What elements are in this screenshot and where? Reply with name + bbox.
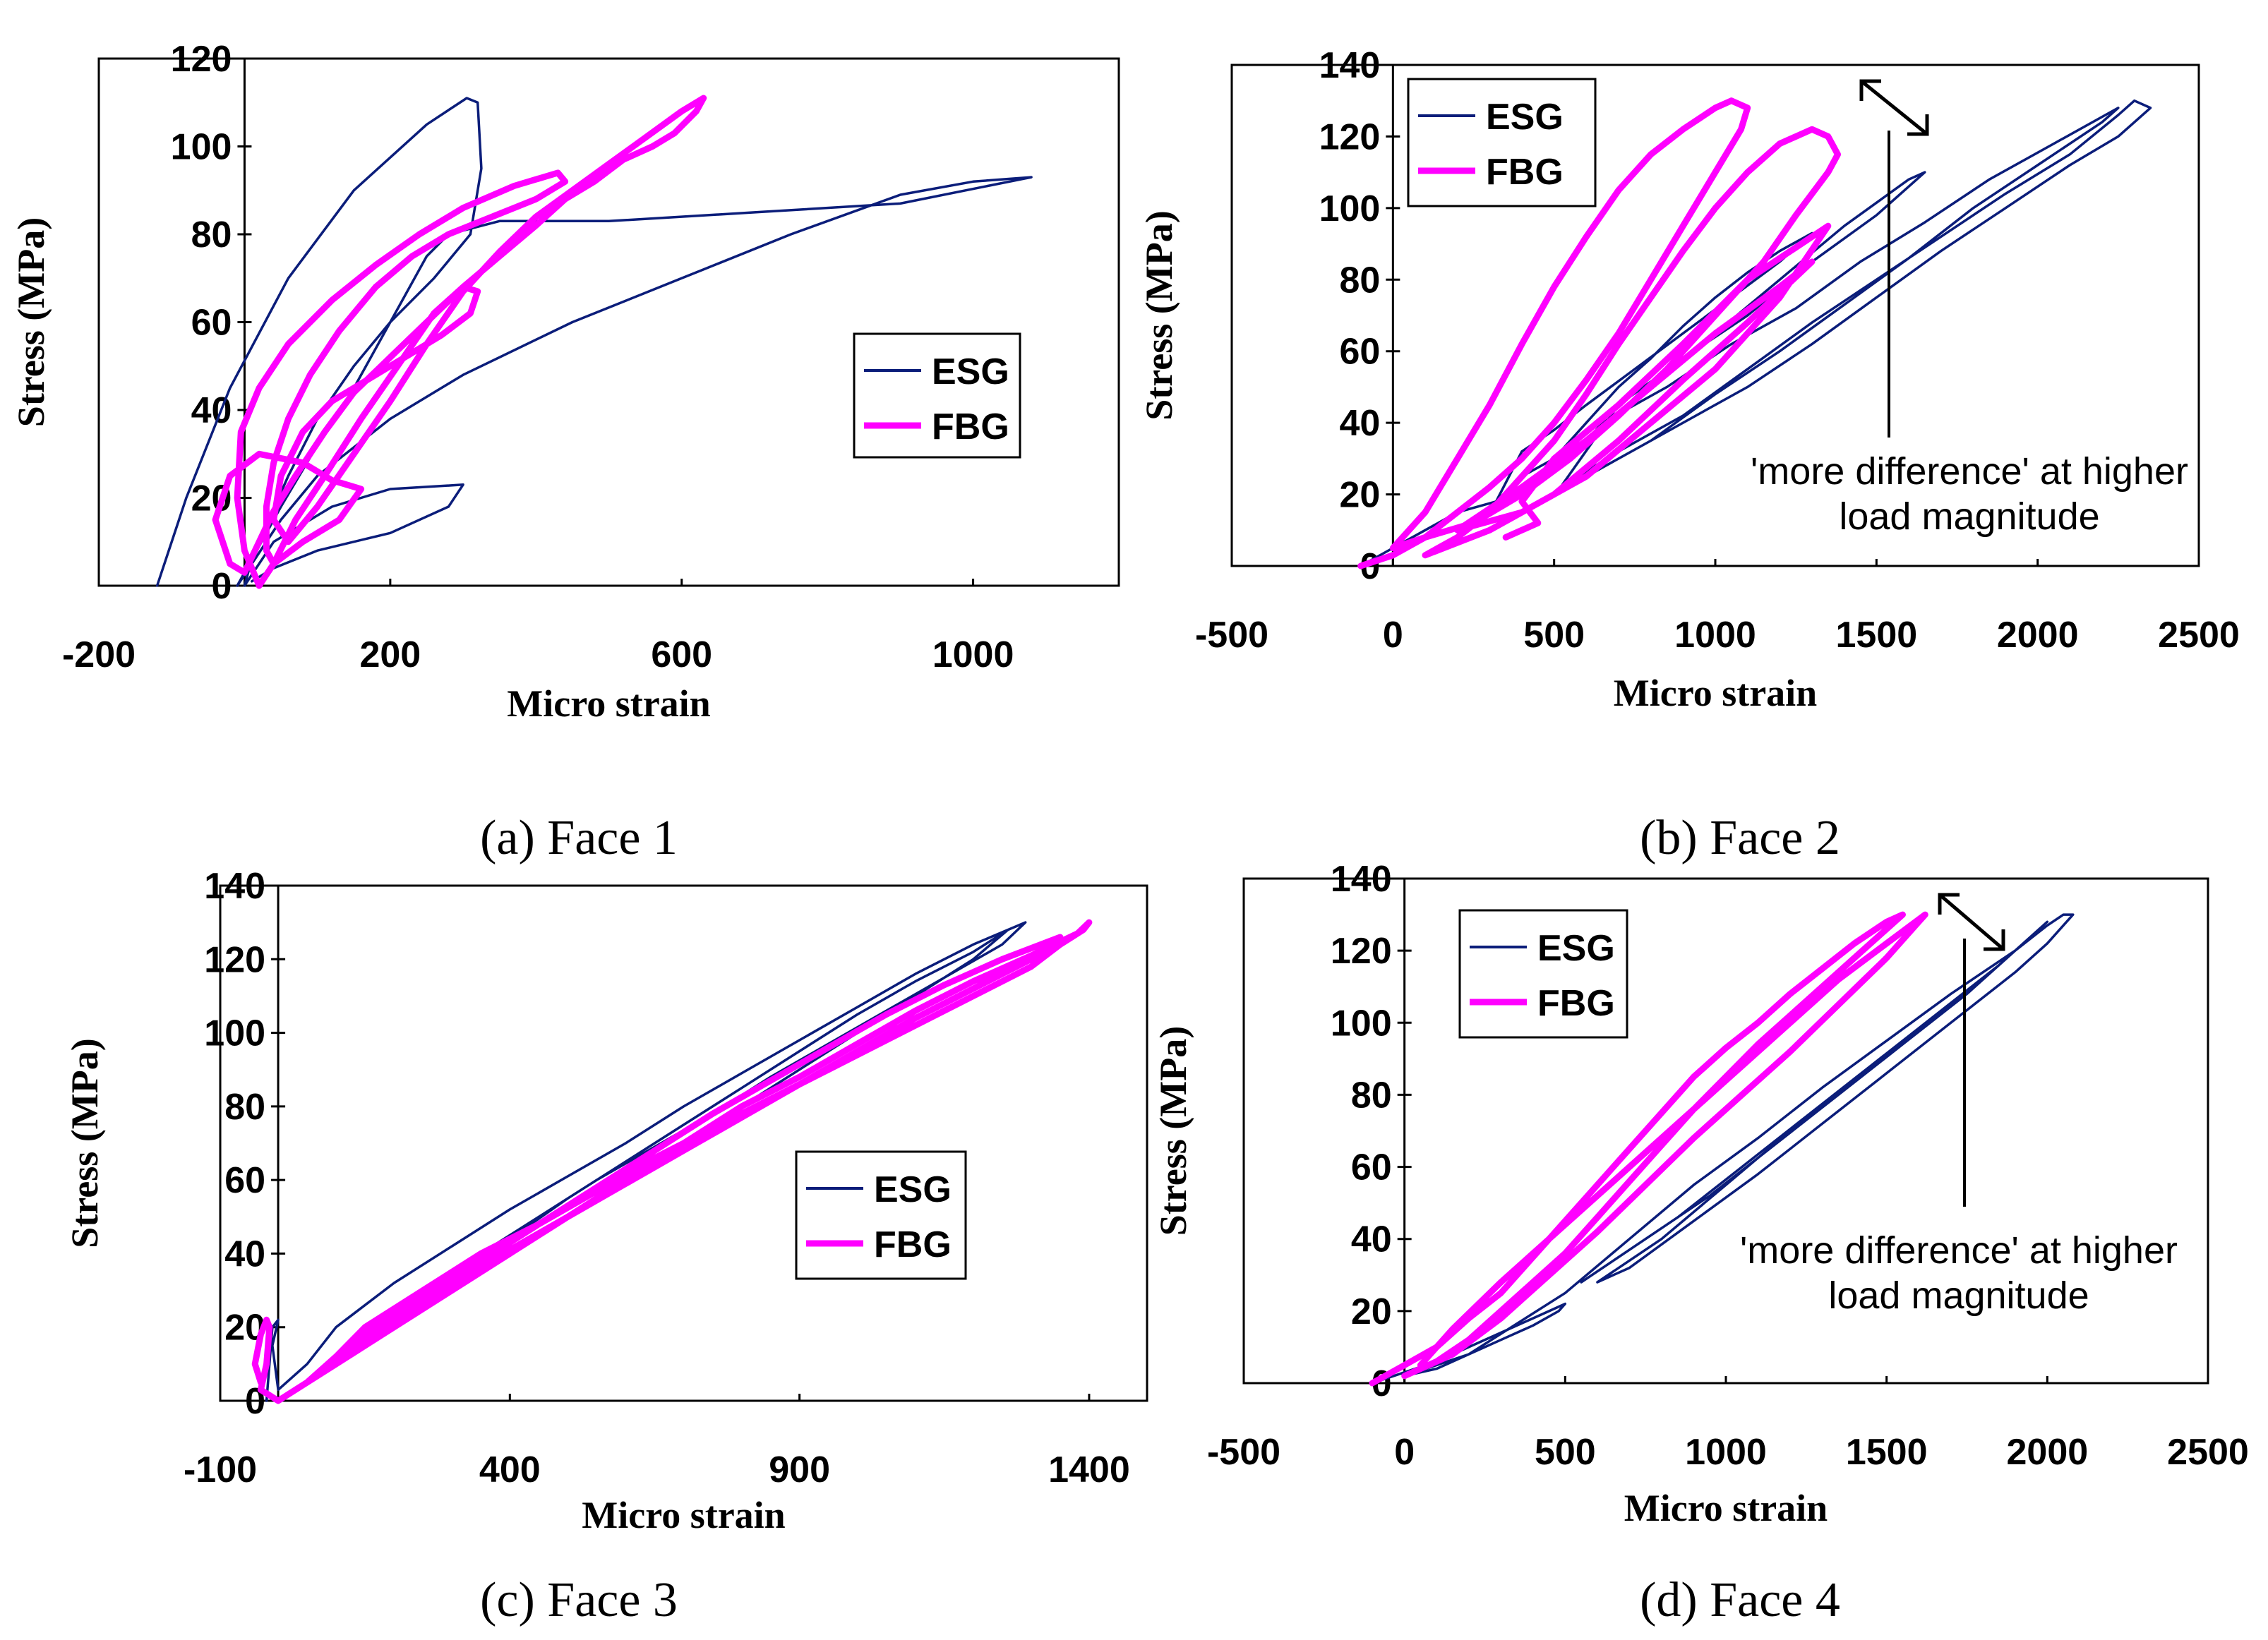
x-tick-label: 2000	[2006, 1432, 2088, 1473]
y-tick-label: 100	[1319, 188, 1381, 229]
x-tick-label: -200	[62, 634, 136, 675]
x-tick-label: 500	[1523, 615, 1585, 656]
y-tick-label: 140	[1331, 859, 1392, 900]
double-arrow-icon	[1938, 893, 2005, 951]
y-tick-label: 80	[1339, 260, 1380, 301]
x-tick-label: 500	[1535, 1432, 1596, 1473]
x-tick-label: 900	[769, 1449, 830, 1490]
y-tick-label: 60	[191, 303, 232, 344]
legend: ESG FBG	[1407, 78, 1597, 207]
x-axis-label: Micro strain	[1614, 672, 1817, 714]
double-arrow-icon	[1860, 80, 1928, 135]
y-tick-label: 80	[224, 1087, 265, 1128]
y-axis-label: Stress (MPa)	[1152, 1026, 1194, 1236]
annotation-text: load magnitude	[1839, 495, 2099, 538]
legend-label-esg: ESG	[874, 1169, 952, 1210]
chart-panel-d: -500 0 500 1000 1500 2000 25000204060801001201…	[1152, 859, 2249, 1627]
legend: ESG FBG	[795, 1150, 967, 1280]
x-tick-label: 200	[359, 634, 421, 675]
y-axis-label: Stress (MPa)	[1138, 210, 1180, 420]
y-tick-label: 120	[204, 939, 265, 980]
legend-box	[795, 1150, 967, 1280]
arrow-head-end	[1984, 929, 2005, 951]
y-tick-label: 140	[204, 866, 265, 907]
x-tick-label: 2000	[1997, 615, 2079, 656]
y-tick-label: 60	[1351, 1147, 1392, 1188]
y-tick-label: 20	[1351, 1291, 1392, 1332]
series-line-esg	[1371, 913, 2075, 1385]
x-tick-label: -500	[1195, 615, 1268, 656]
x-tick-label: 1400	[1048, 1449, 1130, 1490]
legend-label-esg: ESG	[1486, 97, 1564, 138]
legend: ESG FBG	[853, 332, 1021, 459]
series-line-fbg	[251, 919, 1093, 1404]
x-tick-label: 1000	[1685, 1432, 1767, 1473]
panel-caption: (c) Face 3	[480, 1573, 678, 1627]
x-tick-label: -100	[184, 1449, 257, 1490]
annotation-text: 'more difference' at higher	[1740, 1229, 2178, 1272]
y-tick-label: 40	[1339, 403, 1380, 444]
x-tick-label: 2500	[2158, 615, 2240, 656]
y-tick-label: 100	[171, 127, 232, 168]
series-line-esg	[155, 97, 1033, 587]
y-tick-label: 100	[1331, 1003, 1392, 1044]
x-tick-label: 1500	[1846, 1432, 1928, 1473]
x-tick-label: -500	[1207, 1432, 1280, 1473]
y-axis-label: Stress (MPa)	[10, 217, 52, 427]
plot-frame	[97, 57, 1120, 587]
panel-caption: (b) Face 2	[1640, 811, 1840, 865]
y-tick-label: 120	[171, 39, 232, 80]
x-tick-label: 400	[479, 1449, 541, 1490]
y-axis-label: Stress (MPa)	[64, 1038, 106, 1248]
legend-label-esg: ESG	[1537, 928, 1615, 969]
x-tick-label: 2500	[2167, 1432, 2249, 1473]
legend-label-fbg: FBG	[932, 406, 1009, 447]
y-tick-label: 0	[212, 566, 232, 607]
y-tick-label: 40	[1351, 1219, 1392, 1260]
y-tick-label: 20	[1339, 475, 1380, 516]
x-tick-label: 1000	[1674, 615, 1756, 656]
y-tick-label: 100	[204, 1013, 265, 1054]
legend-box	[1458, 909, 1628, 1039]
y-tick-label: 140	[1319, 45, 1381, 86]
y-tick-label: 40	[191, 390, 232, 431]
legend-label-esg: ESG	[932, 351, 1009, 392]
y-tick-label: 40	[224, 1234, 265, 1274]
annotation-text: load magnitude	[1828, 1274, 2089, 1317]
legend: ESG FBG	[1458, 909, 1628, 1039]
x-tick-label: 0	[1394, 1432, 1415, 1473]
x-tick-label: 0	[1383, 615, 1403, 656]
series-line-fbg	[1369, 911, 1928, 1387]
annotation-text: 'more difference' at higher	[1751, 450, 2188, 493]
x-axis-label: Micro strain	[507, 682, 710, 725]
legend-label-fbg: FBG	[874, 1224, 952, 1265]
legend-label-fbg: FBG	[1537, 983, 1615, 1024]
y-tick-label: 80	[1351, 1075, 1392, 1116]
x-axis-label: Micro strain	[1624, 1487, 1828, 1529]
legend-label-fbg: FBG	[1486, 152, 1564, 193]
chart-panel-b: -500 0 500 1000 1500 2000 25000204060801001201…	[1138, 45, 2240, 865]
legend-box	[853, 332, 1021, 459]
x-axis-label: Micro strain	[582, 1494, 785, 1536]
arrow-head-start	[1938, 893, 1960, 915]
arrow-head-start	[1859, 79, 1881, 101]
x-tick-label: 1500	[1835, 615, 1917, 656]
x-tick-label: 600	[651, 634, 712, 675]
series-line-fbg	[212, 95, 707, 589]
series-line-fbg	[1357, 97, 1841, 569]
y-tick-label: 60	[224, 1160, 265, 1201]
x-tick-label: 1000	[932, 634, 1014, 675]
panel-caption: (d) Face 4	[1640, 1573, 1840, 1627]
y-tick-label: 60	[1339, 332, 1380, 373]
panel-caption: (a) Face 1	[480, 811, 678, 865]
legend-box	[1407, 78, 1597, 207]
y-tick-label: 120	[1331, 931, 1392, 972]
y-tick-label: 80	[191, 215, 232, 255]
y-tick-label: 120	[1319, 116, 1381, 157]
arrow-head-end	[1907, 114, 1929, 136]
